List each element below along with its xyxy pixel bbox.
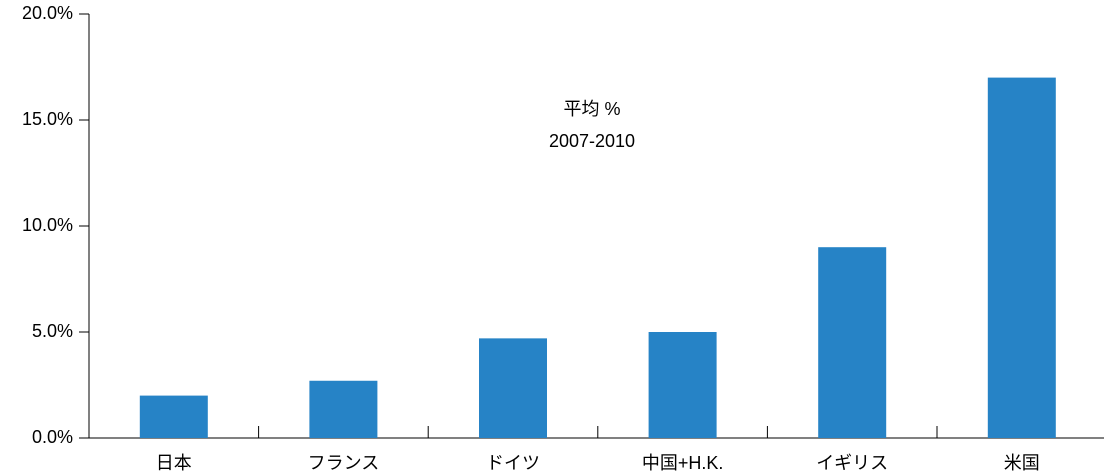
annotation: 2007-2010 [549, 131, 635, 151]
y-tick-label: 5.0% [32, 321, 73, 341]
x-tick-label: ドイツ [486, 453, 540, 473]
bar [648, 332, 717, 438]
y-tick-label: 20.0% [22, 3, 73, 23]
bar [479, 338, 547, 438]
x-tick-label: フランス [308, 453, 380, 473]
bar [309, 380, 378, 438]
x-tick-label: 米国 [1004, 453, 1040, 473]
bar [987, 77, 1056, 438]
y-tick-label: 10.0% [22, 215, 73, 235]
x-tick-label: 中国+H.K. [642, 453, 724, 473]
x-tick-label: 日本 [156, 453, 192, 473]
y-tick-label: 0.0% [32, 427, 73, 447]
y-tick-label: 15.0% [22, 109, 73, 129]
annotation: 平均 % [563, 99, 620, 119]
bar [139, 395, 208, 438]
bar [818, 247, 887, 438]
x-tick-label: イギリス [816, 453, 888, 473]
